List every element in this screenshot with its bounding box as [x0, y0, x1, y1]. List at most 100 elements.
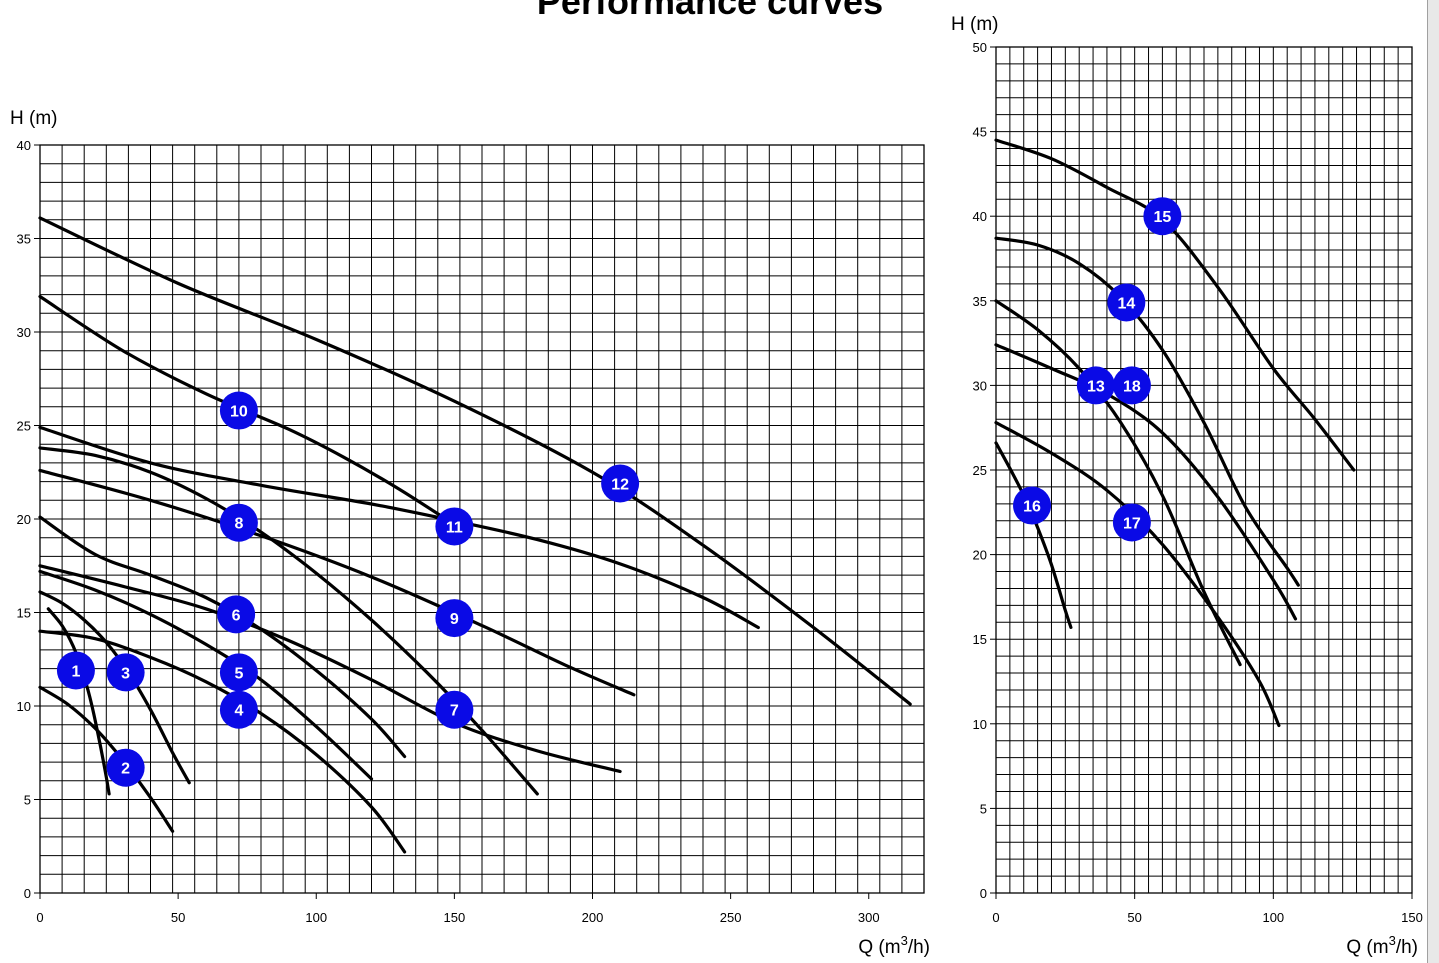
badge-circle — [1112, 503, 1151, 542]
y-tick-label: 35 — [17, 232, 31, 247]
curve-15 — [994, 138, 1356, 472]
badge-label: 8 — [234, 516, 243, 533]
curve-14 — [994, 236, 1300, 587]
badge-label: 3 — [121, 665, 130, 682]
badge-label: 13 — [1087, 378, 1105, 395]
badge-label: 16 — [1023, 499, 1041, 516]
curve-badge-14: 14 — [1107, 283, 1146, 322]
badge-circle — [1076, 366, 1115, 405]
curve-badge-13: 13 — [1076, 366, 1115, 405]
curve-badge-5: 5 — [219, 653, 258, 692]
x-tick-label: 150 — [1401, 910, 1423, 925]
badge-circle — [1107, 283, 1146, 322]
badge-circle — [435, 599, 474, 638]
badge-label: 15 — [1154, 209, 1172, 226]
curve-badge-2: 2 — [106, 748, 145, 787]
y-tick-label: 30 — [973, 378, 987, 393]
grid — [39, 144, 925, 894]
y-axis-label: H (m) — [10, 108, 57, 129]
curves — [994, 138, 1356, 728]
badge-label: 18 — [1123, 378, 1141, 395]
y-tick-label: 20 — [17, 512, 31, 527]
y-tick-label: 20 — [973, 548, 987, 563]
y-tick-label: 15 — [17, 606, 31, 621]
x-tick-label: 200 — [582, 910, 604, 925]
curve-badge-16: 16 — [1013, 486, 1052, 525]
y-tick-label: 10 — [973, 717, 987, 732]
chart-title: Performance curves — [537, 0, 883, 22]
badge-label: 7 — [450, 703, 459, 720]
badge-label: 5 — [234, 665, 243, 682]
curve-9 — [38, 468, 636, 697]
x-tick-label: 150 — [444, 910, 466, 925]
badge-label: 11 — [446, 519, 463, 536]
y-tick-label: 5 — [24, 793, 31, 808]
curve-11 — [38, 425, 760, 630]
curve-badge-3: 3 — [106, 653, 145, 692]
y-tick-label: 15 — [973, 632, 987, 647]
curve-badge-15: 15 — [1143, 197, 1182, 236]
x-tick-label: 50 — [171, 910, 185, 925]
badge-circle — [435, 690, 474, 729]
curve-badge-6: 6 — [217, 595, 256, 634]
curve-badge-9: 9 — [435, 599, 474, 638]
x-tick-label: 250 — [720, 910, 742, 925]
x-tick-label: 100 — [305, 910, 327, 925]
y-tick-label: 10 — [17, 699, 31, 714]
y-tick-label: 0 — [980, 886, 987, 901]
x-tick-label: 100 — [1262, 910, 1284, 925]
curve-5 — [38, 569, 374, 781]
badge-label: 17 — [1123, 515, 1141, 532]
curve-18 — [994, 343, 1298, 621]
badge-circle — [106, 653, 145, 692]
x-tick-label: 300 — [858, 910, 880, 925]
curve-2 — [38, 685, 175, 833]
badge-label: 14 — [1117, 295, 1135, 312]
badge-circle — [219, 653, 258, 692]
y-tick-label: 35 — [973, 294, 987, 309]
badge-circle — [1143, 197, 1182, 236]
y-tick-label: 40 — [17, 138, 31, 153]
y-tick-label: 0 — [24, 886, 31, 901]
curve-12 — [38, 216, 912, 706]
curve-badge-17: 17 — [1112, 503, 1151, 542]
badge-circle — [219, 391, 258, 430]
badge-label: 9 — [450, 611, 459, 628]
badge-circle — [1013, 486, 1052, 525]
curve-badge-8: 8 — [219, 503, 258, 542]
curve-17 — [994, 421, 1281, 728]
badge-circle — [435, 507, 474, 546]
curve-10 — [38, 294, 456, 527]
badge-label: 12 — [611, 476, 629, 493]
badge-circle — [217, 595, 256, 634]
curve-badge-10: 10 — [219, 391, 258, 430]
y-tick-label: 40 — [973, 209, 987, 224]
x-axis-label: Q (m3/h) — [858, 933, 930, 958]
y-tick-label: 5 — [980, 801, 987, 816]
badge-label: 1 — [71, 663, 80, 680]
curve-7 — [38, 564, 622, 774]
curve-badge-18: 18 — [1112, 366, 1151, 405]
curve-badge-4: 4 — [219, 690, 258, 729]
badge-circle — [219, 690, 258, 729]
x-axis-label: Q (m3/h) — [1346, 933, 1418, 958]
badge-label: 10 — [230, 404, 248, 421]
window-edge — [1427, 0, 1439, 963]
right-chart: 0 50 100 150 0 5 10 15 20 25 30 35 40 45 50 H (m) Q (m3/… — [951, 14, 1423, 958]
y-tick-label: 30 — [17, 325, 31, 340]
curve-badge-1: 1 — [56, 651, 95, 690]
curve-badge-11: 11 — [435, 507, 474, 546]
badge-circle — [56, 651, 95, 690]
curve-13 — [994, 299, 1242, 667]
badge-label: 2 — [121, 761, 130, 778]
badge-circle — [106, 748, 145, 787]
badge-circle — [219, 503, 258, 542]
y-tick-label: 25 — [17, 419, 31, 434]
badge-circle — [601, 464, 640, 503]
y-tick-label: 45 — [973, 125, 987, 140]
badge-label: 4 — [234, 703, 243, 720]
curve-badge-12: 12 — [601, 464, 640, 503]
x-tick-label: 50 — [1127, 910, 1141, 925]
